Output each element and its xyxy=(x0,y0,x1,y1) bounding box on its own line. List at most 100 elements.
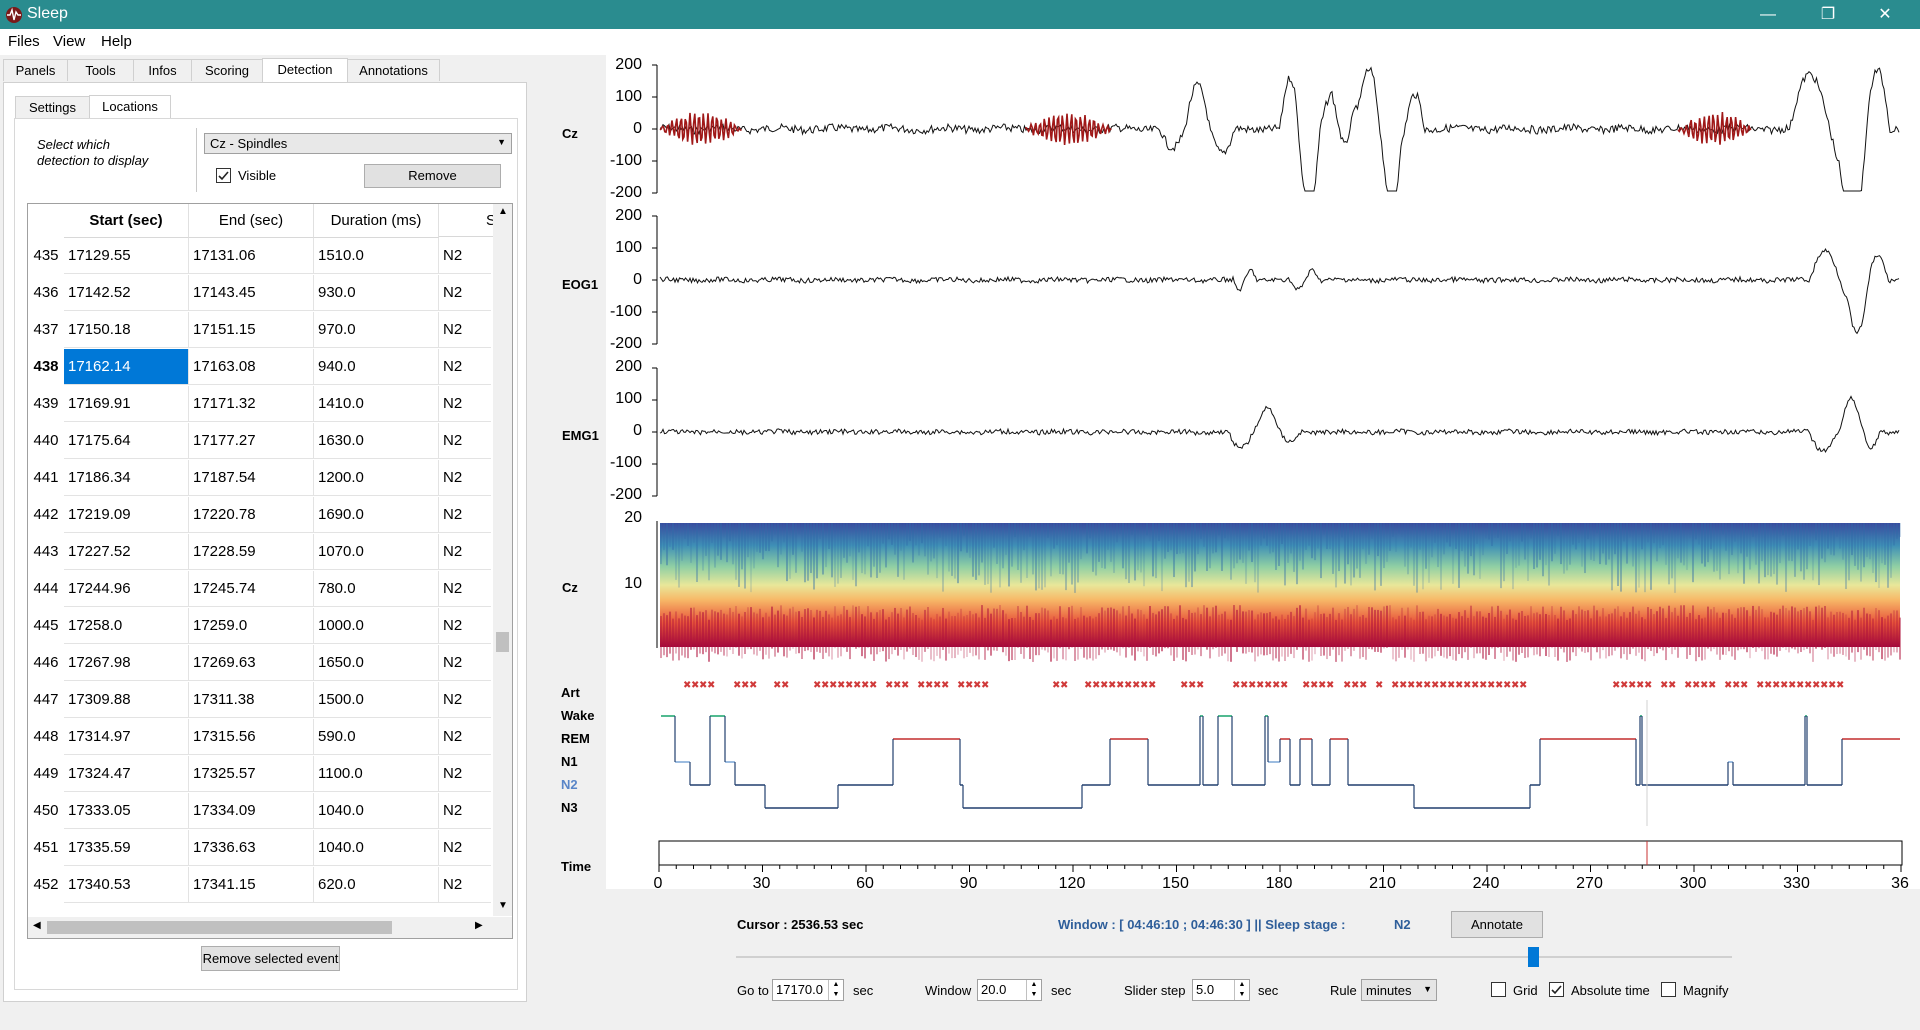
cell-duration[interactable]: 940.0 xyxy=(314,349,439,385)
cell-duration[interactable]: 970.0 xyxy=(314,312,439,348)
window-input[interactable]: 20.0 ▲ ▼ xyxy=(977,979,1042,1001)
magnify-checkbox[interactable] xyxy=(1661,982,1676,997)
cell-duration[interactable]: 1040.0 xyxy=(314,830,439,866)
cell-end[interactable]: 17143.45 xyxy=(189,275,314,311)
cell-duration[interactable]: 1100.0 xyxy=(314,756,439,792)
absolute-time-checkbox[interactable] xyxy=(1549,982,1564,997)
tab-settings[interactable]: Settings xyxy=(15,96,90,118)
cell-end[interactable]: 17325.57 xyxy=(189,756,314,792)
cell-stage[interactable]: N2 xyxy=(439,719,491,755)
cell-end[interactable]: 17336.63 xyxy=(189,830,314,866)
cell-start[interactable]: 17340.53 xyxy=(64,867,189,903)
grid-checkbox[interactable] xyxy=(1491,982,1506,997)
visible-checkbox[interactable] xyxy=(216,168,231,183)
cell-duration[interactable]: 930.0 xyxy=(314,275,439,311)
scroll-down-icon[interactable]: ▼ xyxy=(498,900,508,911)
cell-start[interactable]: 17129.55 xyxy=(64,238,189,274)
table-row[interactable]: 439 17169.91 17171.32 1410.0 N2 xyxy=(28,386,491,423)
table-row[interactable]: 445 17258.0 17259.0 1000.0 N2 xyxy=(28,608,491,645)
cell-end[interactable]: 17187.54 xyxy=(189,460,314,496)
goto-input[interactable]: 17170.0 ▲ ▼ xyxy=(772,979,844,1001)
cell-end[interactable]: 17341.15 xyxy=(189,867,314,903)
cell-end[interactable]: 17131.06 xyxy=(189,238,314,274)
cell-start[interactable]: 17309.88 xyxy=(64,682,189,718)
table-row[interactable]: 438 17162.14 17163.08 940.0 N2 xyxy=(28,349,491,386)
cell-duration[interactable]: 1040.0 xyxy=(314,793,439,829)
table-row[interactable]: 448 17314.97 17315.56 590.0 N2 xyxy=(28,719,491,756)
cell-start[interactable]: 17335.59 xyxy=(64,830,189,866)
annotate-button[interactable]: Annotate xyxy=(1451,911,1543,938)
cell-start[interactable]: 17169.91 xyxy=(64,386,189,422)
cell-start[interactable]: 17227.52 xyxy=(64,534,189,570)
cell-end[interactable]: 17334.09 xyxy=(189,793,314,829)
scroll-up-icon[interactable]: ▲ xyxy=(498,206,508,217)
cell-stage[interactable]: N2 xyxy=(439,608,491,644)
cell-end[interactable]: 17269.63 xyxy=(189,645,314,681)
table-row[interactable]: 446 17267.98 17269.63 1650.0 N2 xyxy=(28,645,491,682)
cell-end[interactable]: 17315.56 xyxy=(189,719,314,755)
cell-stage[interactable]: N2 xyxy=(439,571,491,607)
minimize-button[interactable]: — xyxy=(1760,6,1776,23)
cell-duration[interactable]: 590.0 xyxy=(314,719,439,755)
menu-view[interactable]: View xyxy=(53,33,86,50)
cell-stage[interactable]: N2 xyxy=(439,756,491,792)
horizontal-scroll-thumb[interactable] xyxy=(47,921,392,934)
cell-start[interactable]: 17175.64 xyxy=(64,423,189,459)
close-button[interactable]: ✕ xyxy=(1878,6,1892,23)
timeline-bar[interactable] xyxy=(658,840,1903,866)
cell-start[interactable]: 17267.98 xyxy=(64,645,189,681)
header-start[interactable]: Start (sec) xyxy=(64,204,189,238)
tab-infos[interactable]: Infos xyxy=(133,59,192,81)
table-row[interactable]: 435 17129.55 17131.06 1510.0 N2 xyxy=(28,238,491,275)
tab-annotations[interactable]: Annotations xyxy=(347,59,440,81)
cell-end[interactable]: 17151.15 xyxy=(189,312,314,348)
detection-select[interactable]: Cz - Spindles ▼ xyxy=(204,133,512,154)
cell-start[interactable]: 17142.52 xyxy=(64,275,189,311)
cell-duration[interactable]: 1410.0 xyxy=(314,386,439,422)
table-row[interactable]: 452 17340.53 17341.15 620.0 N2 xyxy=(28,867,491,904)
tab-detection[interactable]: Detection xyxy=(262,58,348,82)
table-row[interactable]: 440 17175.64 17177.27 1630.0 N2 xyxy=(28,423,491,460)
cell-end[interactable]: 17311.38 xyxy=(189,682,314,718)
scroll-right-icon[interactable]: ▶ xyxy=(475,920,483,931)
cell-start[interactable]: 17314.97 xyxy=(64,719,189,755)
scroll-left-icon[interactable]: ◀ xyxy=(33,920,41,931)
cell-start[interactable]: 17244.96 xyxy=(64,571,189,607)
cell-start[interactable]: 17150.18 xyxy=(64,312,189,348)
table-row[interactable]: 444 17244.96 17245.74 780.0 N2 xyxy=(28,571,491,608)
header-duration[interactable]: Duration (ms) xyxy=(314,204,439,238)
cell-start[interactable]: 17324.47 xyxy=(64,756,189,792)
cell-duration[interactable]: 780.0 xyxy=(314,571,439,607)
rule-select[interactable]: minutes ▼ xyxy=(1361,979,1437,1001)
horizontal-scrollbar[interactable]: ◀ ▶ xyxy=(28,917,512,938)
time-slider-thumb[interactable] xyxy=(1527,947,1539,967)
cell-duration[interactable]: 1070.0 xyxy=(314,534,439,570)
cell-stage[interactable]: N2 xyxy=(439,793,491,829)
tab-panels[interactable]: Panels xyxy=(3,59,68,81)
cell-duration[interactable]: 1500.0 xyxy=(314,682,439,718)
table-row[interactable]: 437 17150.18 17151.15 970.0 N2 xyxy=(28,312,491,349)
tab-tools[interactable]: Tools xyxy=(67,59,134,81)
cell-duration[interactable]: 1510.0 xyxy=(314,238,439,274)
cell-stage[interactable]: N2 xyxy=(439,386,491,422)
slider-step-input[interactable]: 5.0 ▲ ▼ xyxy=(1192,979,1250,1001)
cell-stage[interactable]: N2 xyxy=(439,497,491,533)
cell-stage[interactable]: N2 xyxy=(439,682,491,718)
cell-stage[interactable]: N2 xyxy=(439,645,491,681)
tab-scoring[interactable]: Scoring xyxy=(191,59,263,81)
cell-start[interactable]: 17258.0 xyxy=(64,608,189,644)
header-end[interactable]: End (sec) xyxy=(189,204,314,238)
table-row[interactable]: 436 17142.52 17143.45 930.0 N2 xyxy=(28,275,491,312)
table-row[interactable]: 450 17333.05 17334.09 1040.0 N2 xyxy=(28,793,491,830)
cell-end[interactable]: 17220.78 xyxy=(189,497,314,533)
time-slider[interactable] xyxy=(736,956,1732,958)
cell-stage[interactable]: N2 xyxy=(439,312,491,348)
cell-duration[interactable]: 1630.0 xyxy=(314,423,439,459)
cell-end[interactable]: 17177.27 xyxy=(189,423,314,459)
cell-stage[interactable]: N2 xyxy=(439,460,491,496)
table-row[interactable]: 447 17309.88 17311.38 1500.0 N2 xyxy=(28,682,491,719)
cell-start[interactable]: 17186.34 xyxy=(64,460,189,496)
cell-duration[interactable]: 1200.0 xyxy=(314,460,439,496)
cell-duration[interactable]: 1690.0 xyxy=(314,497,439,533)
cell-end[interactable]: 17259.0 xyxy=(189,608,314,644)
